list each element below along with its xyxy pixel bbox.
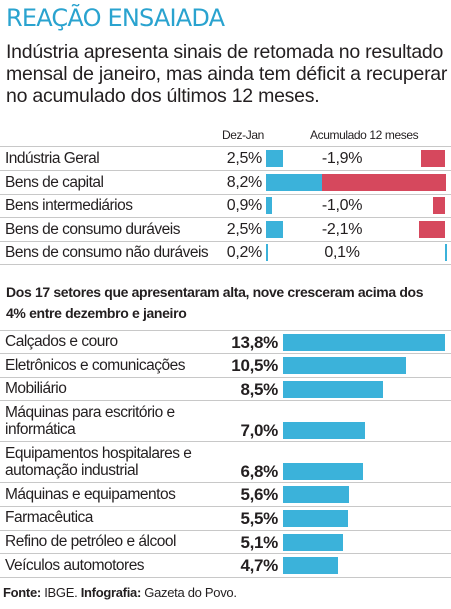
column-header-acumulado: Acumulado 12 meses (310, 128, 419, 142)
row-divider (0, 353, 451, 355)
sector-label: Máquinas para escritório e informática (5, 403, 175, 439)
dez-jan-bar (266, 197, 273, 214)
sector-value-label: 4,7% (240, 556, 278, 576)
column-header-dez-jan: Dez-Jan (222, 128, 264, 142)
infographic-label: Infografia: (80, 585, 142, 600)
sector-bar (283, 557, 339, 575)
accumulated-bar (444, 244, 447, 261)
sector-bar (283, 462, 363, 480)
sector-value-label: 13,8% (231, 332, 278, 352)
sector-bar (283, 486, 349, 504)
row-divider (0, 482, 451, 484)
sector-bar (283, 333, 445, 351)
section-title-sectors: Dos 17 setores que apresentaram alta, no… (6, 284, 424, 321)
sector-value-label: 5,5% (240, 508, 278, 528)
table-row: Bens de consumo duráveis 2,5% -2,1% (0, 218, 451, 241)
row-divider (0, 529, 451, 531)
row-divider (0, 264, 451, 265)
dez-jan-bar (266, 220, 284, 238)
row-divider (0, 441, 451, 443)
accumulated-value-label: -2,1% (321, 220, 363, 238)
table-row: Equipamentos hospitalares e automação in… (0, 442, 451, 483)
sector-value-label: 10,5% (231, 356, 278, 376)
row-divider (0, 240, 451, 242)
dez-jan-bar (266, 150, 284, 167)
accumulated-value-label: -1,0% (321, 197, 363, 214)
sector-value-label: 8,5% (240, 379, 278, 399)
row-divider (0, 217, 451, 218)
table-top-border (0, 146, 451, 147)
table-row: Máquinas e equipamentos 5,6% (0, 483, 451, 507)
table-row: Farmacêutica 5,5% (0, 506, 451, 530)
table-row: Calçados e couro 13,8% (0, 330, 451, 354)
dez-jan-value-label: 0,2% (226, 244, 263, 261)
sector-bar (283, 357, 407, 375)
accumulated-bar (321, 173, 446, 191)
accumulated-bar (432, 197, 446, 214)
sector-label: Eletrônicos e comunicações (5, 356, 186, 374)
sector-bar (283, 421, 366, 439)
sector-label: Veículos automotores (5, 556, 145, 574)
sector-bar (283, 533, 343, 551)
table-row: Indústria Geral 2,5% -1,9% (0, 147, 451, 170)
accumulated-bar (421, 150, 446, 167)
table-row: Mobiliário 8,5% (0, 377, 451, 401)
table-row: Eletrônicos e comunicações 10,5% (0, 354, 451, 378)
dez-jan-value-label: 2,5% (226, 220, 263, 238)
source-label: Fonte: (3, 585, 41, 600)
sector-value-label: 5,1% (240, 532, 278, 552)
sector-value-label: 7,0% (240, 420, 278, 440)
dez-jan-value-label: 0,9% (226, 197, 263, 214)
source-text: IBGE. (40, 585, 81, 600)
row-divider (0, 170, 451, 171)
table-top-border (0, 329, 451, 331)
category-label: Bens de consumo não duráveis (5, 244, 209, 261)
source-credit: Fonte: IBGE. Infografia: Gazeta do Povo. (3, 585, 237, 600)
sector-label: Calçados e couro (5, 333, 118, 350)
dez-jan-bar (266, 244, 268, 261)
accumulated-bar (418, 220, 446, 238)
accumulated-value-label: 0,1% (324, 244, 360, 261)
dez-jan-bar (266, 173, 322, 191)
category-label: Bens de consumo duráveis (5, 220, 180, 238)
sector-bar (283, 509, 348, 527)
accumulated-value-label: -1,9% (321, 150, 363, 167)
category-label: Bens intermediários (5, 197, 133, 214)
category-label: Indústria Geral (5, 150, 100, 167)
row-divider (0, 576, 451, 578)
dez-jan-value-label: 2,5% (226, 150, 263, 167)
chart-subtitle: Indústria apresenta sinais de retomada n… (6, 41, 448, 107)
sector-value-label: 5,6% (240, 485, 278, 505)
table-row: Bens intermediários 0,9% -1,0% (0, 194, 451, 217)
row-divider (0, 400, 451, 402)
sector-label: Refino de petróleo e álcool (5, 533, 176, 550)
table-row: Bens de consumo não duráveis 0,2% 0,1% (0, 241, 451, 264)
row-divider (0, 193, 451, 195)
sector-label: Mobiliário (5, 380, 67, 398)
row-divider (0, 376, 451, 378)
table-row: Refino de petróleo e álcool 5,1% (0, 530, 451, 554)
sector-label: Farmacêutica (5, 509, 93, 527)
table-row: Máquinas para escritório e informática 7,… (0, 401, 451, 442)
dez-jan-value-label: 8,2% (226, 173, 263, 191)
row-divider (0, 505, 451, 507)
sector-value-label: 6,8% (240, 461, 278, 481)
sector-label: Máquinas e equipamentos (5, 485, 176, 503)
chart-title: REAÇÃO ENSAIADA (6, 4, 225, 32)
category-label: Bens de capital (5, 173, 104, 191)
row-divider (0, 553, 451, 555)
sector-bar (283, 380, 383, 398)
infographic-text: Gazeta do Povo. (141, 585, 237, 600)
sector-label: Equipamentos hospitalares e automação in… (5, 444, 192, 480)
table-row: Veículos automotores 4,7% (0, 554, 451, 578)
